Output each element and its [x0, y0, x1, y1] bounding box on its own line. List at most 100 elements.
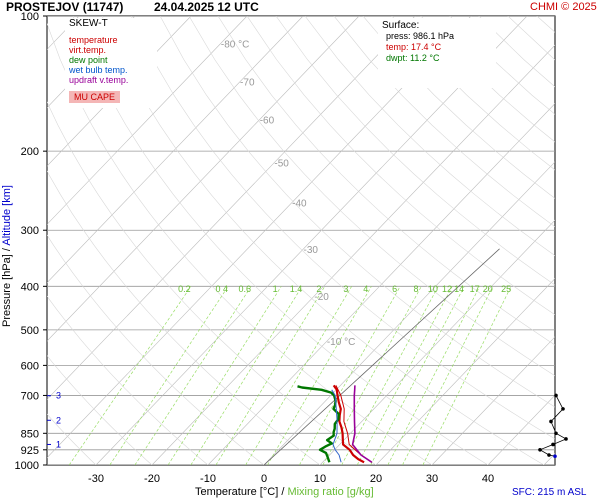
mixing-ratio-line — [356, 286, 453, 465]
mixing-ratio-line — [422, 286, 512, 465]
temperature-tick-label: -10 — [200, 473, 216, 485]
isotherm-line — [47, 16, 360, 342]
wind-profile-point — [547, 453, 551, 457]
pressure-tick-label: 500 — [21, 325, 39, 337]
surface-press: press: 986.1 hPa — [386, 31, 455, 41]
datetime: 24.04.2025 12 UTC — [154, 0, 259, 14]
wind-profile-point — [553, 454, 557, 459]
mixing-ratio-label: 14 — [454, 284, 464, 294]
mixing-ratio-label: 0.2 — [178, 284, 191, 294]
dry-adiabat — [159, 16, 555, 408]
legend-title: SKEW-T — [69, 18, 108, 29]
isotherm-line — [207, 103, 555, 465]
y-axis-label: Pressure [hPa] / Altitude [km] — [1, 181, 13, 331]
isotherm-line — [95, 16, 528, 465]
mixing-ratio-label: 10 — [428, 284, 438, 294]
mixing-ratio-label: 17 — [470, 284, 480, 294]
dry-adiabat — [333, 16, 555, 228]
y-axis-label-pressure: Pressure [hPa] — [1, 254, 13, 327]
mixing-ratio-line — [190, 286, 303, 465]
wet-bulb-profile — [331, 389, 342, 463]
isotherm-label: -30 — [304, 245, 319, 256]
isotherm-label: -50 — [274, 159, 289, 170]
isotherm-line — [47, 16, 304, 284]
credit: CHMI © 2025 — [530, 1, 597, 13]
pressure-tick-label: 200 — [21, 146, 39, 158]
mixing-ratio-line — [402, 286, 494, 465]
dry-adiabat — [47, 355, 153, 465]
mixing-ratio-label: 25 — [501, 284, 511, 294]
mixing-ratio-line — [322, 286, 422, 465]
mixing-ratio-line — [341, 286, 439, 465]
mixing-ratio-line — [387, 286, 481, 465]
x-axis-label: Temperature [°C] / Mixing ratio [g/kg] — [195, 486, 374, 498]
surface-dwpt: dwpt: 11.2 °C — [386, 53, 440, 63]
isotherm-line — [47, 16, 472, 459]
dry-adiabat — [101, 16, 545, 465]
surface-temp: temp: 17.4 °C — [386, 42, 442, 52]
station-title: PROSTEJOV (11747) — [6, 0, 124, 14]
legend-item-updraft: updraft v.temp. — [69, 75, 129, 85]
isotherm-label: -20 — [314, 292, 329, 303]
temperature-tick-label: 10 — [314, 473, 326, 485]
wind-profile-point — [549, 419, 553, 424]
dry-adiabat — [217, 16, 555, 346]
mixing-ratio-label: 0 4 — [216, 284, 229, 294]
dry-adiabat — [47, 22, 433, 465]
dry-adiabat — [47, 170, 321, 465]
isotherm-line — [431, 336, 555, 465]
x-axis-label-sep: / — [281, 486, 285, 498]
mixing-ratio-line — [134, 286, 252, 465]
mixing-ratio-line — [299, 286, 401, 465]
temperature-tick-label: 20 — [370, 473, 382, 485]
mixing-ratio-line — [68, 286, 192, 465]
surface-box: Surface: press: 986.1 hPa temp: 17.4 °C … — [378, 18, 496, 88]
dry-adiabat — [246, 16, 555, 316]
wind-profile-point — [561, 407, 565, 411]
mixing-ratio-line — [109, 286, 229, 465]
isotherm-label: -40 — [292, 198, 307, 209]
isotherm-line — [375, 278, 555, 465]
legend-item-temperature: temperature — [69, 35, 118, 45]
mixing-ratio-label: 8 — [413, 284, 418, 294]
temperature-tick-label: 0 — [261, 473, 267, 485]
dry-adiabat — [130, 16, 555, 440]
mixing-ratio-label: 6 — [392, 284, 397, 294]
updraft-virtual-temperature-profile — [351, 385, 373, 463]
temperature-tick-label: -20 — [144, 473, 160, 485]
wind-profile-point — [551, 442, 555, 447]
wind-profile-point — [538, 447, 542, 452]
pressure-tick-label: 400 — [21, 281, 39, 293]
isotherm-line — [47, 16, 416, 400]
altitude-tick-label: 1 — [56, 439, 61, 449]
sfc-altitude: SFC: 215 m ASL — [512, 487, 587, 498]
dry-adiabat — [362, 16, 555, 199]
legend-item-wet-bulb: wet bulb temp. — [69, 65, 128, 75]
altitude-tick-label: 2 — [56, 415, 61, 425]
isotherm-line — [47, 16, 248, 225]
dry-adiabat — [47, 413, 97, 465]
dry-adiabat — [275, 16, 555, 286]
pressure-tick-label: 1000 — [15, 460, 39, 472]
reference-line — [263, 248, 500, 465]
x-axis-label-mixing: Mixing ratio [g/kg] — [287, 486, 374, 498]
temperature-tick-label: -30 — [88, 473, 104, 485]
isotherm-label: -10 °C — [327, 337, 355, 348]
dry-adiabat — [47, 295, 209, 465]
isotherm-line — [47, 16, 136, 109]
dry-adiabat — [47, 101, 377, 465]
isotherm-label: -70 — [240, 78, 255, 89]
mixing-ratio-label: 1.4 — [290, 284, 303, 294]
wind-profile-point — [554, 431, 558, 436]
mixing-ratio-label: 12 — [442, 284, 452, 294]
mixing-ratio-line — [267, 286, 372, 465]
pressure-tick-label: 300 — [21, 225, 39, 237]
mixing-ratio-label: 3 — [343, 284, 348, 294]
mixing-ratio-line — [167, 286, 282, 465]
mu-cape-button[interactable]: MU CAPE — [69, 91, 121, 103]
legend-item-virt-temp: virt.temp. — [69, 45, 107, 55]
dry-adiabat — [47, 234, 265, 465]
y-axis-label-sep: / — [1, 248, 13, 252]
mixing-ratio-label: 4 — [363, 284, 368, 294]
